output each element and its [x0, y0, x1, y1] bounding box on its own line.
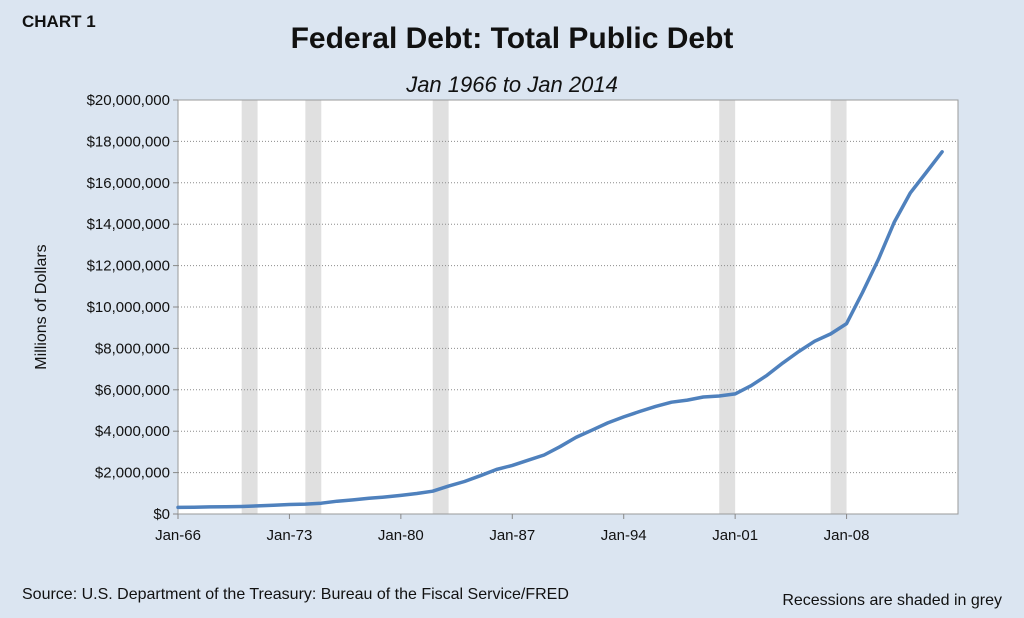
chart-subtitle: Jan 1966 to Jan 2014: [406, 72, 618, 97]
recession-note: Recessions are shaded in grey: [782, 592, 1002, 609]
y-tick-label: $2,000,000: [95, 465, 170, 482]
y-tick-label: $0: [153, 506, 170, 523]
y-tick-label: $14,000,000: [87, 216, 170, 233]
x-tick-label: Jan-66: [155, 527, 201, 544]
y-tick-label: $16,000,000: [87, 175, 170, 192]
series-line-1: [176, 150, 944, 510]
chart-number-label: CHART 1: [22, 12, 96, 31]
y-tick-label: $12,000,000: [87, 258, 170, 275]
x-tick-label: Jan-80: [378, 527, 424, 544]
y-axis-ticks: $0 $2,000,000 $4,000,000 $6,000,000 $8,000,0…: [87, 92, 178, 523]
x-tick-label: Jan-73: [266, 527, 312, 544]
y-tick-label: $8,000,000: [95, 340, 170, 357]
source-note: Source: U.S. Department of the Treasury:…: [22, 586, 569, 603]
y-tick-label: $6,000,000: [95, 382, 170, 399]
x-tick-label: Jan-08: [824, 527, 870, 544]
series-group: [176, 150, 944, 510]
x-tick-label: Jan-01: [712, 527, 758, 544]
x-tick-label: Jan-94: [601, 527, 647, 544]
x-tick-label: Jan-87: [489, 527, 535, 544]
y-tick-label: $18,000,000: [87, 133, 170, 150]
y-tick-label: $20,000,000: [87, 92, 170, 109]
chart-title: Federal Debt: Total Public Debt: [290, 22, 734, 55]
y-tick-label: $4,000,000: [95, 423, 170, 440]
y-tick-label: $10,000,000: [87, 299, 170, 316]
gridlines-group: [178, 140, 958, 474]
x-axis-ticks: Jan-66 Jan-73 Jan-80 Jan-87 Jan-94 Jan-01 Jan-…: [155, 514, 870, 544]
recession-band-3: [432, 100, 449, 514]
y-axis-label: Millions of Dollars: [33, 244, 50, 369]
recession-band-1: [241, 100, 258, 514]
